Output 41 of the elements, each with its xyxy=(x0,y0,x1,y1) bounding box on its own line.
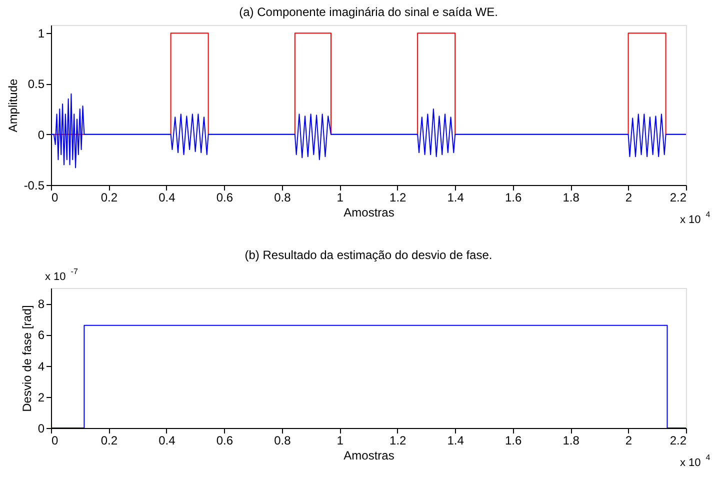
x-tick-label: 1.2 xyxy=(390,434,407,448)
x-tick-label: 0.2 xyxy=(100,434,118,448)
y-tick-label: 0.5 xyxy=(28,77,45,92)
x-tick-label: 0.4 xyxy=(158,190,176,204)
x-tick-label: 2 xyxy=(625,434,632,448)
x-tick-label: 0.8 xyxy=(274,190,292,204)
x-axis-title: Amostras xyxy=(344,206,394,220)
x-tick-label: 2.2 xyxy=(670,434,687,448)
y-tick-label: 0 xyxy=(38,128,45,142)
x-tick-label: 1.4 xyxy=(447,190,464,204)
x-tick-label: 0.6 xyxy=(216,434,234,448)
y-axis-title: Amplitude xyxy=(6,78,20,132)
x-tick-label: 2.2 xyxy=(670,190,687,204)
text: x 10-7 xyxy=(45,267,78,283)
chart-title: (b) Resultado da estimação do desvio de fase. xyxy=(244,248,492,262)
x-tick-label: 0 xyxy=(52,190,58,204)
x-tick-label: 1.8 xyxy=(562,434,580,448)
y-tick-label: 2 xyxy=(38,390,45,404)
y-tick-label: 0 xyxy=(38,422,45,436)
x-tick-label: 1.2 xyxy=(390,190,407,204)
x-axis-title: Amostras xyxy=(344,448,394,462)
x-tick-label: 1.6 xyxy=(504,434,522,448)
x-tick-label: 0.6 xyxy=(216,190,234,204)
x-tick-label: 0.2 xyxy=(100,190,118,204)
y-tick-label: 8 xyxy=(38,297,45,312)
x-tick-label: 1.6 xyxy=(504,190,522,204)
x-tick-label: 0 xyxy=(52,434,58,448)
x-tick-label: 1 xyxy=(336,434,344,448)
y-tick-label: -0.5 xyxy=(24,178,45,192)
x-tick-label: 1.8 xyxy=(562,190,580,204)
x-tick-label: 1 xyxy=(336,190,344,204)
chart-title: (a) Componente imaginária do sinal e saída WE. xyxy=(239,5,498,19)
y-tick-label: 1 xyxy=(38,26,45,41)
y-tick-label: 6 xyxy=(38,328,45,342)
x-tick-label: 0.8 xyxy=(274,434,292,448)
x-tick-label: 1.4 xyxy=(447,434,464,448)
x-tick-label: 2 xyxy=(625,190,632,204)
y-axis-title: Desvio de fase [rad] xyxy=(20,305,34,412)
y-tick-label: 4 xyxy=(38,359,45,374)
line-series xyxy=(51,93,686,168)
x-tick-label: 0.4 xyxy=(158,434,176,448)
